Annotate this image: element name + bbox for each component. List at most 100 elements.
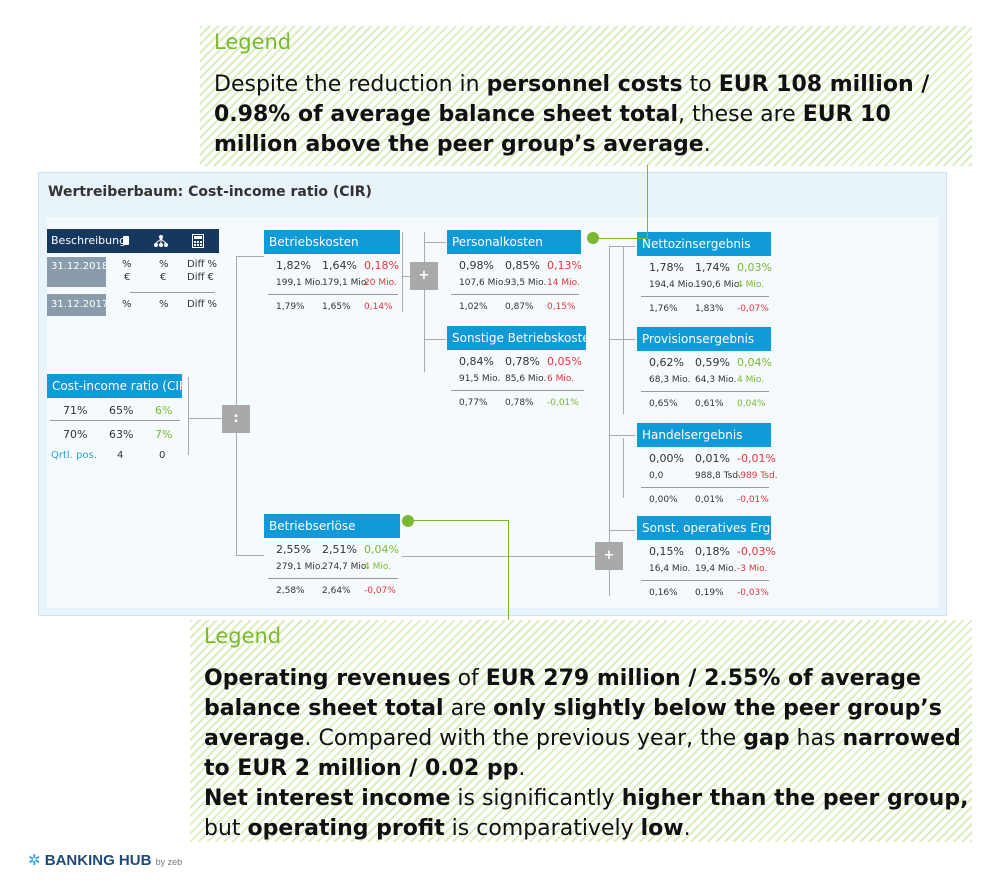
legend-line: balance sheet total are only slightly be…: [204, 694, 968, 724]
node-betriebserloese-divider: [268, 578, 398, 579]
node-sonstops-c-0: 0,16%: [649, 588, 678, 598]
operating-revenues-marker[interactable]: [402, 515, 414, 527]
cir-r2-c: 7%: [155, 428, 173, 441]
node-nettozins-a-2: 0,03%: [737, 261, 772, 274]
node-nettozins[interactable]: Nettozinsergebnis: [637, 232, 771, 256]
connector: [609, 530, 635, 531]
node-sonstige-c-2: -0,01%: [547, 398, 579, 408]
date-2018-fill: [47, 270, 106, 287]
node-handel-b-0: 0,0: [649, 471, 664, 481]
node-handel-a-2: -0,01%: [737, 452, 776, 465]
node-sonstige[interactable]: Sonstige Betriebskosten: [447, 326, 586, 350]
node-provision-c-2: 0,04%: [737, 399, 766, 409]
node-provision-a-0: 0,62%: [649, 356, 684, 369]
legend-segment: operating profit: [247, 816, 445, 841]
node-betriebskosten-a-2: 0,18%: [364, 259, 399, 272]
node-handel-b-1: 988,8 Tsd.: [695, 471, 741, 481]
legend-line: but operating profit is comparatively lo…: [204, 814, 968, 844]
node-nettozins-c-2: -0,07%: [737, 304, 769, 314]
description-label: Beschreibung: [51, 234, 127, 247]
node-betriebskosten-c-1: 1,65%: [322, 302, 351, 312]
desc-2018-c2b: €: [160, 272, 167, 283]
phone-icon[interactable]: [123, 236, 129, 245]
legend-segment: personnel costs: [486, 72, 683, 97]
connector: [623, 438, 624, 498]
node-sonstige-a-1: 0,78%: [505, 355, 540, 368]
legend-segment: is comparatively: [444, 816, 641, 841]
desc-2017-c1: %: [122, 299, 132, 310]
legend-line: Operating revenues of EUR 279 million / …: [204, 664, 968, 694]
node-personalkosten-b-1: 93,5 Mio.: [505, 278, 547, 288]
legend-top-text: Despite the reduction in personnel costs…: [214, 70, 929, 160]
legend-segment: are: [443, 696, 494, 721]
node-sonstige-b-2: 6 Mio.: [547, 374, 575, 384]
legend-segment: 0.98% of average balance sheet total: [214, 102, 679, 127]
node-provision-c-0: 0,65%: [649, 399, 678, 409]
desc-2018-c2a: %: [159, 259, 169, 270]
node-betriebskosten-b-0: 199,1 Mio.: [276, 278, 324, 288]
legend-segment: . Compared with the previous year, the: [304, 726, 744, 751]
divide-operator[interactable]: :: [222, 405, 250, 433]
legend-segment: EUR 108 million /: [718, 72, 930, 97]
plus-operator-costs[interactable]: +: [410, 262, 438, 290]
connector: [609, 435, 635, 436]
legend-segment: of: [450, 666, 486, 691]
node-handel-c-0: 0,00%: [649, 495, 678, 505]
desc-2018-c3b: Diff €: [187, 272, 214, 283]
legend-line: 0.98% of average balance sheet total, th…: [214, 100, 929, 130]
cir-r3-b: 4: [117, 450, 124, 461]
node-sonstops[interactable]: Sonst. operatives Erge...: [637, 516, 771, 540]
connector: [188, 377, 189, 455]
plus-operator-revenues[interactable]: +: [595, 542, 623, 570]
node-provision[interactable]: Provisionsergebnis: [637, 327, 771, 351]
sitemap-icon[interactable]: [153, 234, 169, 248]
calculator-icon[interactable]: [192, 234, 204, 248]
banking-hub-logo: ✲ BANKING HUB by zeb: [28, 851, 182, 869]
node-handel-b-2: -989 Tsd.: [737, 471, 778, 481]
legend-segment: has: [789, 726, 843, 751]
node-provision-b-1: 64,3 Mio.: [695, 375, 737, 385]
date-2017: 31.12.2017: [47, 294, 108, 316]
node-sonstops-c-2: -0,03%: [737, 588, 769, 598]
node-nettozins-c-1: 1,83%: [695, 304, 724, 314]
desc-divider: [130, 292, 215, 293]
node-betriebserloese[interactable]: Betriebserlöse: [264, 514, 400, 538]
node-handel-c-2: -0,01%: [737, 495, 769, 505]
node-personalkosten[interactable]: Personalkosten: [447, 230, 581, 254]
node-personalkosten-b-2: 14 Mio.: [547, 278, 580, 288]
node-sonstige-title: Sonstige Betriebskosten: [447, 326, 586, 350]
node-sonstops-b-0: 16,4 Mio.: [649, 564, 691, 574]
node-handel-divider: [641, 487, 769, 488]
node-betriebskosten[interactable]: Betriebskosten: [264, 230, 400, 254]
legend-segment: Operating revenues: [204, 666, 451, 691]
node-cir[interactable]: Cost-income ratio (CIR): [47, 374, 182, 398]
legend-top: Legend Despite the reduction in personne…: [200, 26, 972, 166]
node-handel[interactable]: Handelsergebnis: [637, 423, 771, 447]
brand-by: by zeb: [155, 857, 183, 867]
desc-2018-c1b: €: [124, 272, 131, 283]
desc-2018-c1a: %: [122, 259, 132, 270]
panel-title: Wertreiberbaum: Cost-income ratio (CIR): [48, 184, 372, 200]
connector: [609, 339, 635, 340]
legend-top-title: Legend: [214, 30, 292, 54]
node-provision-b-2: 4 Mio.: [737, 375, 765, 385]
node-personalkosten-title: Personalkosten: [447, 230, 581, 254]
node-sonstops-a-0: 0,15%: [649, 545, 684, 558]
legend-segment: , these are: [678, 102, 803, 127]
legend-segment: .: [683, 816, 691, 841]
node-betriebserloese-b-0: 279,1 Mio.: [276, 562, 324, 572]
node-sonstige-b-0: 91,5 Mio.: [459, 374, 501, 384]
connector: [188, 418, 222, 419]
node-sonstige-b-1: 85,6 Mio.: [505, 374, 547, 384]
node-sonstige-c-1: 0,78%: [505, 398, 534, 408]
pointer-line-top: [647, 165, 648, 239]
node-handel-a-1: 0,01%: [695, 452, 730, 465]
node-provision-a-1: 0,59%: [695, 356, 730, 369]
node-provision-title: Provisionsergebnis: [637, 327, 771, 351]
personnel-costs-marker[interactable]: [587, 232, 599, 244]
node-sonstops-b-2: -3 Mio.: [737, 564, 768, 574]
legend-segment: is significantly: [450, 786, 622, 811]
pointer-line-top: [598, 238, 648, 239]
node-provision-c-1: 0,61%: [695, 399, 724, 409]
legend-segment: EUR 10: [802, 102, 891, 127]
